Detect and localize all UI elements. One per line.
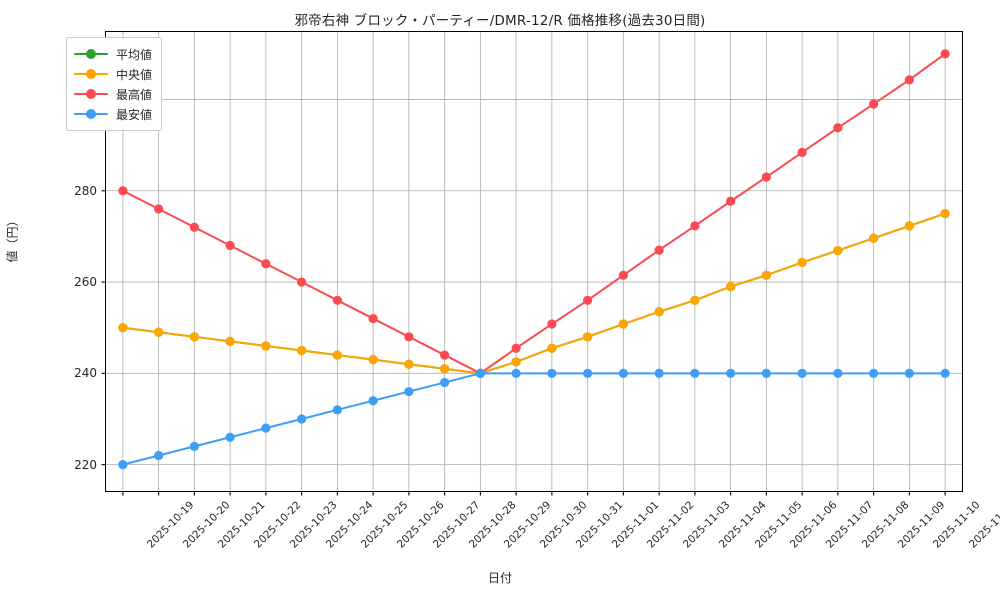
y-tick-label: 240 xyxy=(74,366,97,381)
chart-legend: 平均値中央値最高値最安値 xyxy=(66,37,163,131)
x-axis-label: 日付 xyxy=(487,571,512,585)
series-2 xyxy=(118,49,950,378)
axis-tick-marks xyxy=(101,98,946,496)
legend-item[interactable]: 最安値 xyxy=(74,104,152,124)
legend-marker-icon xyxy=(74,107,108,121)
legend-marker-icon xyxy=(74,87,108,101)
plot-frame xyxy=(105,31,963,492)
legend-label: 平均値 xyxy=(116,47,153,62)
y-tick-label: 220 xyxy=(74,457,97,472)
series-3 xyxy=(118,368,950,470)
legend-marker-icon xyxy=(74,67,108,81)
legend-marker-icon xyxy=(74,47,108,61)
legend-label: 中央値 xyxy=(116,67,153,82)
chart-title: 邪帝右神 ブロック・パーティー/DMR-12/R 価格推移(過去30日間) xyxy=(294,13,706,29)
y-tick-label: 280 xyxy=(74,183,97,198)
legend-item[interactable]: 中央値 xyxy=(74,64,152,84)
legend-label: 最安値 xyxy=(116,107,153,122)
legend-item[interactable]: 平均値 xyxy=(74,44,152,64)
legend-label: 最高値 xyxy=(116,87,153,102)
y-axis-label: 値（円） xyxy=(5,214,20,263)
legend-item[interactable]: 最高値 xyxy=(74,84,152,104)
y-tick-label: 260 xyxy=(74,275,97,290)
